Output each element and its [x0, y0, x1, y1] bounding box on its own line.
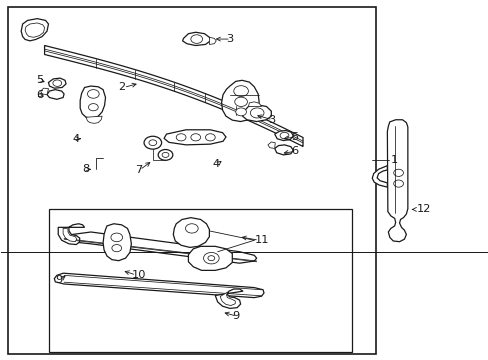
Circle shape: [393, 180, 403, 187]
Circle shape: [158, 149, 172, 160]
Circle shape: [149, 140, 157, 145]
Text: 6: 6: [36, 90, 43, 100]
Polygon shape: [47, 90, 64, 99]
Polygon shape: [173, 218, 209, 247]
Polygon shape: [274, 131, 293, 140]
Polygon shape: [274, 145, 293, 155]
Circle shape: [112, 244, 122, 252]
Text: 2: 2: [118, 82, 124, 93]
Polygon shape: [242, 105, 271, 122]
Circle shape: [144, 136, 161, 149]
Polygon shape: [63, 228, 77, 242]
Circle shape: [205, 134, 215, 141]
Circle shape: [176, 134, 185, 141]
Polygon shape: [188, 246, 232, 270]
Polygon shape: [48, 78, 66, 88]
Circle shape: [250, 108, 264, 118]
Circle shape: [233, 86, 248, 96]
Polygon shape: [25, 23, 44, 37]
Text: 3: 3: [267, 115, 275, 125]
Circle shape: [207, 256, 214, 261]
Text: 9: 9: [55, 275, 62, 285]
Polygon shape: [103, 224, 131, 261]
Polygon shape: [163, 130, 225, 145]
Circle shape: [162, 152, 168, 157]
Bar: [8, 7, 375, 354]
Text: 8: 8: [82, 164, 90, 174]
Polygon shape: [21, 19, 48, 41]
Circle shape: [185, 224, 198, 233]
Polygon shape: [44, 45, 303, 147]
Polygon shape: [58, 224, 84, 244]
Text: 1: 1: [390, 155, 397, 165]
Polygon shape: [41, 88, 48, 95]
Text: 10: 10: [131, 270, 145, 280]
Polygon shape: [54, 273, 264, 298]
Text: 3: 3: [225, 34, 233, 44]
Circle shape: [235, 108, 246, 116]
Circle shape: [203, 252, 219, 264]
Text: 11: 11: [254, 235, 268, 245]
Polygon shape: [371, 166, 386, 187]
Text: 9: 9: [232, 311, 239, 321]
Circle shape: [190, 134, 200, 141]
Text: 4: 4: [73, 134, 80, 144]
Text: 5: 5: [291, 132, 298, 142]
Polygon shape: [209, 37, 216, 44]
Circle shape: [88, 104, 98, 111]
Bar: [49, 209, 351, 352]
Circle shape: [53, 80, 61, 86]
Polygon shape: [267, 142, 275, 148]
Text: 7: 7: [135, 165, 142, 175]
Text: 5: 5: [36, 75, 43, 85]
Polygon shape: [248, 102, 261, 107]
Text: 12: 12: [416, 204, 430, 215]
Circle shape: [111, 233, 122, 242]
Circle shape: [234, 97, 247, 107]
Polygon shape: [215, 289, 243, 309]
Text: 6: 6: [291, 146, 298, 156]
Polygon shape: [64, 232, 256, 263]
Text: 4: 4: [212, 159, 220, 169]
Polygon shape: [86, 116, 102, 123]
Circle shape: [190, 35, 202, 43]
Polygon shape: [80, 86, 105, 118]
Circle shape: [280, 132, 288, 139]
Polygon shape: [221, 80, 259, 122]
Circle shape: [87, 90, 99, 98]
Polygon shape: [386, 120, 407, 242]
Polygon shape: [182, 32, 210, 45]
Polygon shape: [220, 292, 235, 306]
Circle shape: [393, 169, 403, 176]
